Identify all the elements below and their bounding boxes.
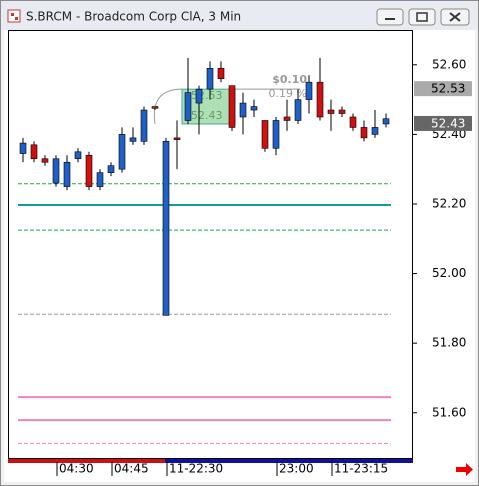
maximize-icon bbox=[416, 12, 428, 22]
y-tick-label: 51.60 bbox=[432, 405, 466, 419]
candle-body bbox=[217, 67, 225, 80]
candle-body bbox=[151, 106, 159, 109]
candle-body bbox=[327, 109, 335, 114]
window-buttons[interactable] bbox=[376, 8, 470, 26]
candle-body bbox=[96, 172, 104, 187]
candle-body bbox=[19, 142, 27, 154]
candle-body bbox=[118, 134, 126, 170]
scroll-arrow[interactable] bbox=[456, 463, 473, 476]
candle-body bbox=[228, 85, 236, 128]
candle-body bbox=[85, 154, 93, 187]
candle-body bbox=[382, 118, 390, 125]
candle-body bbox=[338, 109, 346, 114]
measure-percent: 0.19 % bbox=[269, 87, 307, 100]
price-tag-label: 52.53 bbox=[431, 82, 465, 96]
candle-body bbox=[52, 158, 60, 184]
y-tick-label: 52.00 bbox=[432, 266, 466, 280]
candle-body bbox=[162, 141, 170, 316]
candle-body bbox=[107, 165, 115, 173]
candle-body bbox=[173, 137, 181, 140]
x-tick-label: 04:45 bbox=[114, 462, 149, 476]
candle-body bbox=[272, 120, 280, 149]
maximize-button[interactable] bbox=[408, 8, 436, 26]
measure-change: $0.10 bbox=[272, 73, 307, 86]
close-icon bbox=[449, 12, 461, 22]
measure-low: 52.43 bbox=[191, 109, 223, 122]
candle-body bbox=[239, 102, 247, 118]
measure-arc bbox=[153, 88, 183, 125]
x-tick-label: 04:30 bbox=[59, 462, 94, 476]
candle-body bbox=[41, 158, 49, 163]
y-tick-label: 52.60 bbox=[432, 57, 466, 71]
candle-body bbox=[195, 88, 203, 104]
candle-body bbox=[283, 116, 291, 121]
y-tick-label: 52.20 bbox=[432, 196, 466, 210]
candle-body bbox=[371, 127, 379, 135]
candle-body bbox=[184, 92, 192, 121]
price-tag bbox=[414, 115, 472, 131]
window-title: S.BRCM - Broadcom Corp ClA, 3 Min bbox=[26, 10, 241, 24]
app-icon-dot bbox=[15, 17, 18, 20]
candle-body bbox=[294, 99, 302, 121]
candle-body bbox=[129, 137, 137, 142]
candle-body bbox=[316, 81, 324, 118]
candle-body bbox=[305, 81, 313, 100]
candle-body bbox=[349, 116, 357, 128]
x-tick-label: 11-22:30 bbox=[169, 462, 223, 476]
candle-body bbox=[63, 161, 71, 187]
session-bar bbox=[165, 459, 413, 463]
price-tag-label: 52.43 bbox=[431, 116, 465, 130]
price-tag bbox=[414, 81, 472, 97]
candle-body bbox=[360, 127, 368, 139]
y-tick-label: 51.80 bbox=[432, 336, 466, 350]
x-tick-label: 11-23:15 bbox=[334, 462, 388, 476]
candle-body bbox=[30, 144, 38, 160]
candle-body bbox=[250, 106, 258, 111]
app-icon-dot bbox=[11, 13, 14, 16]
candle-body bbox=[261, 120, 269, 149]
candle-body bbox=[74, 151, 82, 160]
minimize-button[interactable] bbox=[376, 8, 404, 26]
x-tick-label: 23:00 bbox=[279, 462, 314, 476]
candle-body bbox=[140, 109, 148, 142]
session-bar bbox=[8, 459, 165, 463]
candle-body bbox=[206, 67, 214, 90]
